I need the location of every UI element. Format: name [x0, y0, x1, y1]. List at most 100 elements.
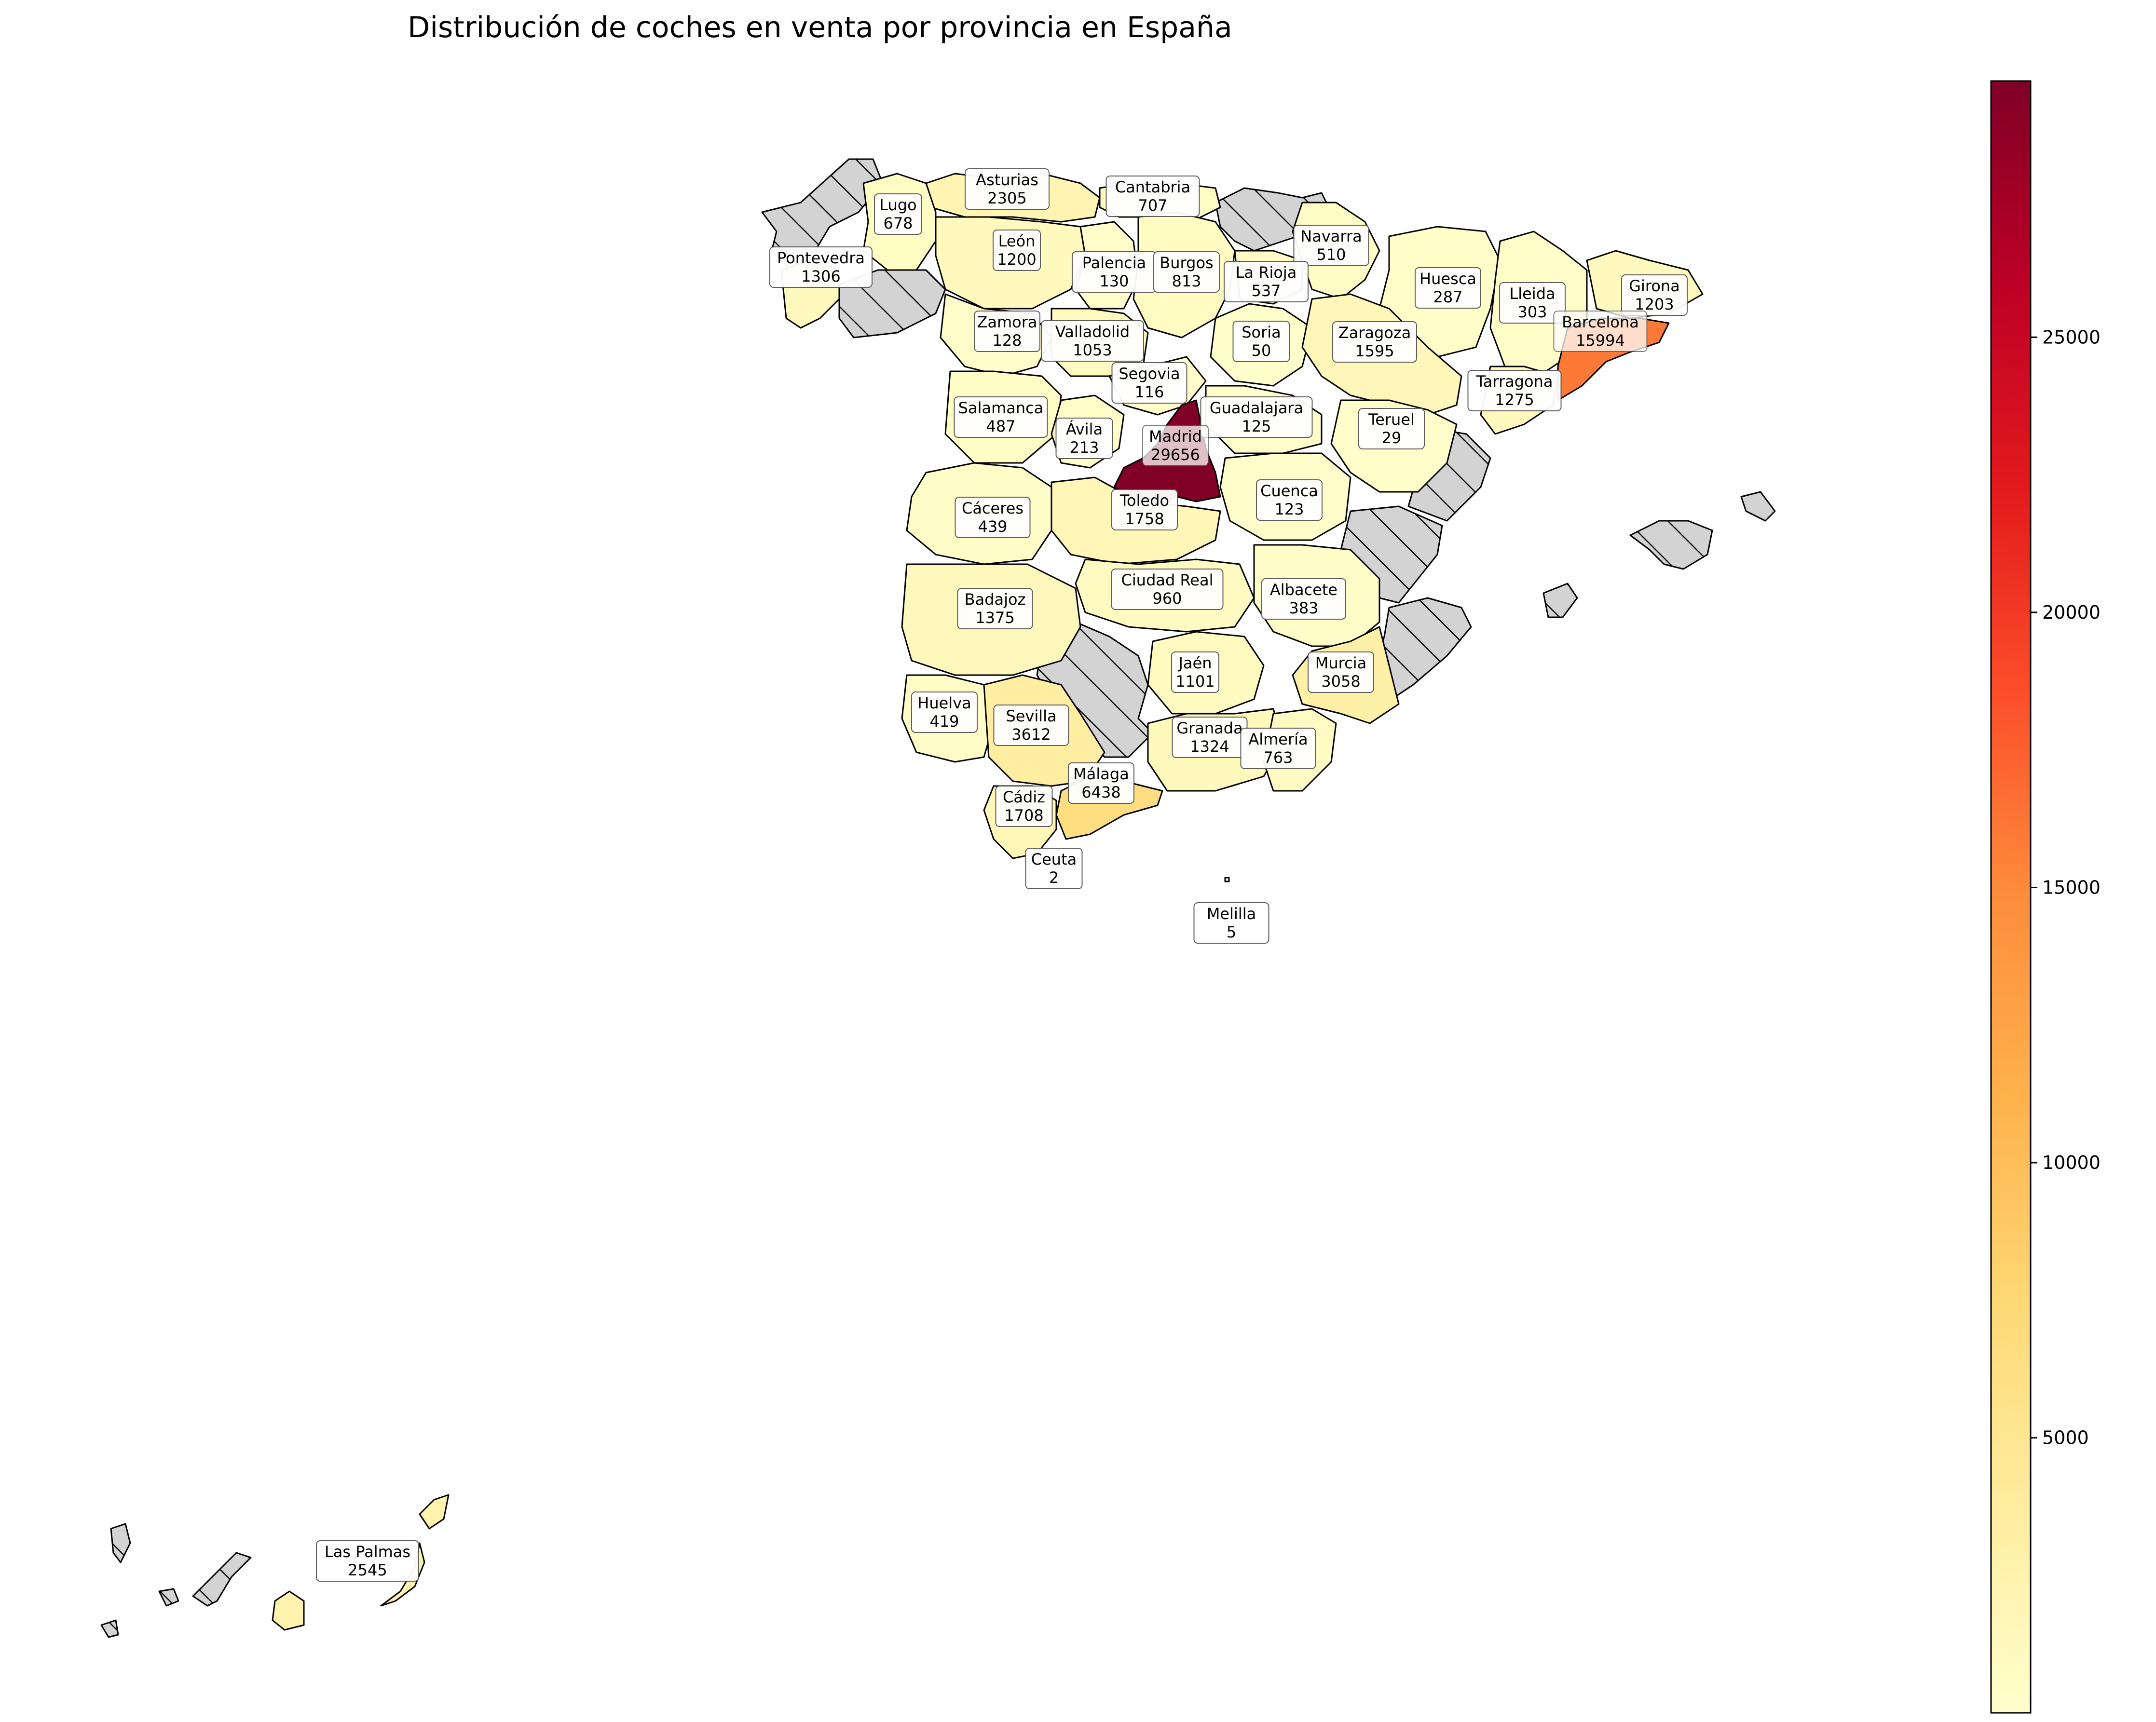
- province-value: 50: [1252, 341, 1271, 360]
- province-label-box: [1171, 651, 1219, 693]
- province-label-box: [1256, 479, 1323, 521]
- province-region-melilla: [1224, 877, 1230, 882]
- province-name: Albacete: [1270, 581, 1337, 599]
- province-name: Salamanca: [958, 399, 1044, 417]
- province-name: Ávila: [1066, 420, 1103, 438]
- colorbar-gradient: [1990, 80, 2032, 1714]
- province-value: 1200: [997, 250, 1036, 269]
- province-label-box: [1467, 370, 1562, 411]
- province-name: Las Palmas: [325, 1543, 410, 1561]
- province-label-box: [1055, 418, 1113, 459]
- province-value: 1324: [1190, 737, 1229, 756]
- province-name: Segovia: [1119, 365, 1180, 383]
- province-value: 2: [1049, 868, 1059, 887]
- province-name: Málaga: [1073, 765, 1129, 783]
- province-label-box: [1621, 274, 1688, 316]
- province-value: 213: [1069, 438, 1099, 457]
- province-name: Zamora: [977, 313, 1037, 331]
- province-label-box: [911, 692, 978, 733]
- colorbar-tick-label: 20000: [2042, 602, 2101, 623]
- province-name: Asturias: [976, 171, 1038, 189]
- map-title: Distribución de coches en venta por prov…: [408, 11, 1232, 44]
- province-name: Badajoz: [965, 590, 1026, 609]
- province-label-box: [993, 230, 1041, 271]
- province-value: 813: [1172, 272, 1201, 290]
- province-value: 487: [986, 417, 1015, 435]
- province-value: 5: [1227, 923, 1236, 941]
- province-name: Ciudad Real: [1121, 571, 1214, 589]
- no-data-region-tenerife: [192, 1552, 252, 1607]
- province-name: Cantabria: [1115, 178, 1190, 196]
- province-name: Tarragona: [1476, 372, 1553, 391]
- province-label-box: [1415, 267, 1481, 309]
- province-name: Sevilla: [1006, 707, 1056, 725]
- province-name: Ceuta: [1031, 850, 1077, 868]
- province-value: 15994: [1576, 331, 1625, 350]
- province-label-box: [974, 311, 1040, 352]
- province-label-box: [1232, 321, 1290, 362]
- province-value: 3612: [1011, 725, 1051, 744]
- province-label-box: [1105, 176, 1200, 217]
- province-name: Navarra: [1300, 227, 1362, 245]
- province-name: León: [998, 232, 1036, 250]
- province-name: Soria: [1242, 323, 1281, 341]
- province-label-box: [965, 168, 1050, 210]
- province-value: 287: [1433, 288, 1462, 306]
- province-name: Jaén: [1177, 654, 1212, 672]
- province-name: Lugo: [879, 196, 916, 214]
- province-name: Palencia: [1082, 254, 1146, 272]
- province-label-box: [1499, 282, 1566, 324]
- province-value: 763: [1263, 748, 1293, 767]
- province-label-box: [1153, 251, 1220, 293]
- province-name: Toledo: [1119, 491, 1169, 510]
- province-name: Murcia: [1315, 654, 1366, 672]
- province-value: 537: [1251, 282, 1281, 300]
- colorbar-tick-label: 5000: [2042, 1427, 2089, 1449]
- province-label-box: [1358, 408, 1425, 449]
- province-name: Pontevedra: [777, 249, 865, 267]
- province-name: Cuenca: [1260, 482, 1318, 500]
- province-label-box: [1240, 728, 1316, 769]
- province-label-box: [1111, 489, 1178, 530]
- province-name: Barcelona: [1562, 313, 1639, 331]
- province-value: 439: [978, 517, 1007, 536]
- province-label-box: [1193, 902, 1269, 944]
- province-value: 1203: [1635, 295, 1674, 313]
- province-value: 1101: [1175, 672, 1214, 691]
- province-region-las-palmas: [272, 1494, 450, 1631]
- province-label-box: [1224, 261, 1309, 302]
- province-label-box: [1111, 362, 1187, 404]
- no-data-region-el-hierro: [100, 1619, 119, 1638]
- province-value: 1306: [801, 267, 840, 285]
- province-value: 707: [1138, 196, 1167, 215]
- province-label-box: [1308, 651, 1374, 693]
- province-label-box: [1025, 848, 1083, 889]
- no-data-region-la-palma: [110, 1523, 131, 1563]
- province-label-box: [995, 786, 1053, 827]
- province-label-box: [1041, 320, 1144, 362]
- province-name: Girona: [1629, 277, 1680, 295]
- province-value: 3058: [1321, 672, 1360, 691]
- province-value: 678: [883, 214, 913, 232]
